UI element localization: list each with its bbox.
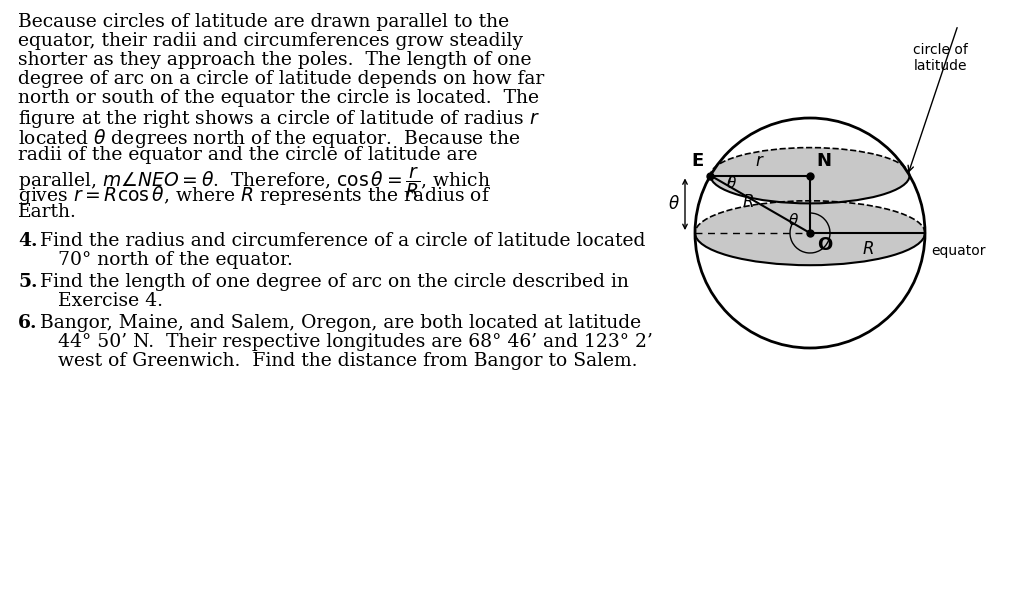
Text: $\theta$: $\theta$ — [726, 174, 737, 191]
Text: $\mathbf{E}$: $\mathbf{E}$ — [691, 153, 705, 171]
Text: 6.: 6. — [18, 314, 38, 332]
Text: Find the length of one degree of arc on the circle described in: Find the length of one degree of arc on … — [40, 273, 629, 291]
Text: west of Greenwich.  Find the distance from Bangor to Salem.: west of Greenwich. Find the distance fro… — [40, 352, 638, 370]
Ellipse shape — [711, 148, 909, 203]
Text: $\theta$: $\theta$ — [787, 212, 799, 228]
Text: shorter as they approach the poles.  The length of one: shorter as they approach the poles. The … — [18, 51, 531, 69]
Text: located $\theta$ degrees north of the equator.  Because the: located $\theta$ degrees north of the eq… — [18, 127, 520, 150]
Text: Earth.: Earth. — [18, 203, 77, 221]
Text: Because circles of latitude are drawn parallel to the: Because circles of latitude are drawn pa… — [18, 13, 509, 31]
Text: 5.: 5. — [18, 273, 38, 291]
Text: figure at the right shows a circle of latitude of radius $r$: figure at the right shows a circle of la… — [18, 108, 540, 130]
Text: $\mathbf{N}$: $\mathbf{N}$ — [816, 153, 831, 171]
Text: circle of
latitude: circle of latitude — [913, 43, 968, 73]
Ellipse shape — [695, 201, 925, 265]
Text: 70° north of the equator.: 70° north of the equator. — [40, 251, 293, 269]
Text: $R$: $R$ — [742, 194, 755, 211]
Text: radii of the equator and the circle of latitude are: radii of the equator and the circle of l… — [18, 146, 477, 164]
Text: Exercise 4.: Exercise 4. — [40, 292, 163, 310]
Text: equator, their radii and circumferences grow steadily: equator, their radii and circumferences … — [18, 32, 523, 50]
Text: 4.: 4. — [18, 232, 38, 250]
Text: Find the radius and circumference of a circle of latitude located: Find the radius and circumference of a c… — [40, 232, 645, 250]
Text: $\theta$: $\theta$ — [668, 195, 680, 213]
Text: north or south of the equator the circle is located.  The: north or south of the equator the circle… — [18, 89, 539, 107]
Text: $r$: $r$ — [756, 153, 765, 169]
Text: $R$: $R$ — [861, 241, 873, 258]
Text: Bangor, Maine, and Salem, Oregon, are both located at latitude: Bangor, Maine, and Salem, Oregon, are bo… — [40, 314, 641, 332]
Text: 44° 50’ N.  Their respective longitudes are 68° 46’ and 123° 2’: 44° 50’ N. Their respective longitudes a… — [40, 333, 653, 351]
Text: degree of arc on a circle of latitude depends on how far: degree of arc on a circle of latitude de… — [18, 70, 544, 88]
Text: equator: equator — [931, 244, 985, 258]
Text: $\mathbf{O}$: $\mathbf{O}$ — [817, 236, 834, 254]
Text: gives $r = R \cos \theta$, where $R$ represents the radius of: gives $r = R \cos \theta$, where $R$ rep… — [18, 184, 492, 207]
Text: parallel, $m\angle NEO = \theta$.  Therefore, $\cos \theta = \dfrac{r}{R}$, whic: parallel, $m\angle NEO = \theta$. Theref… — [18, 165, 490, 200]
